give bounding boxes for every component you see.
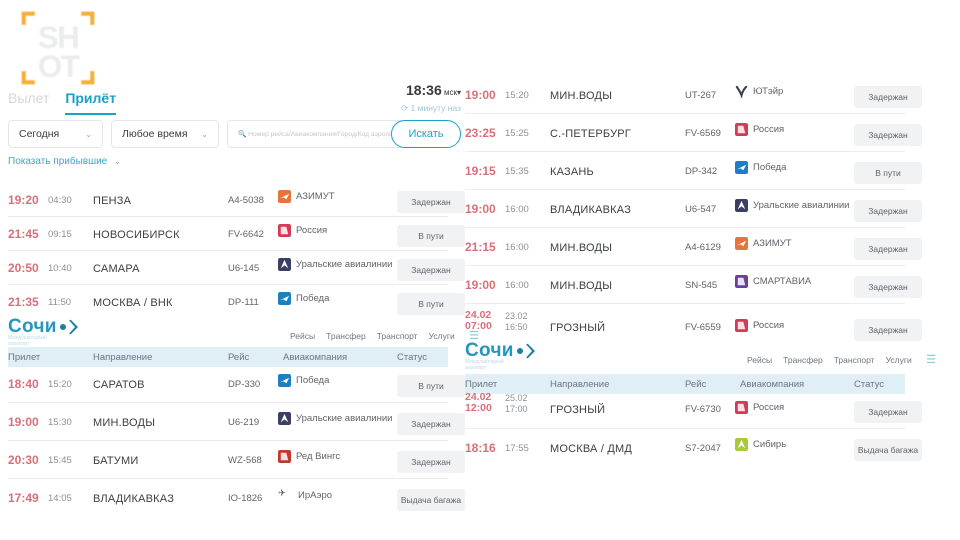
svg-text:OT: OT	[38, 49, 80, 84]
